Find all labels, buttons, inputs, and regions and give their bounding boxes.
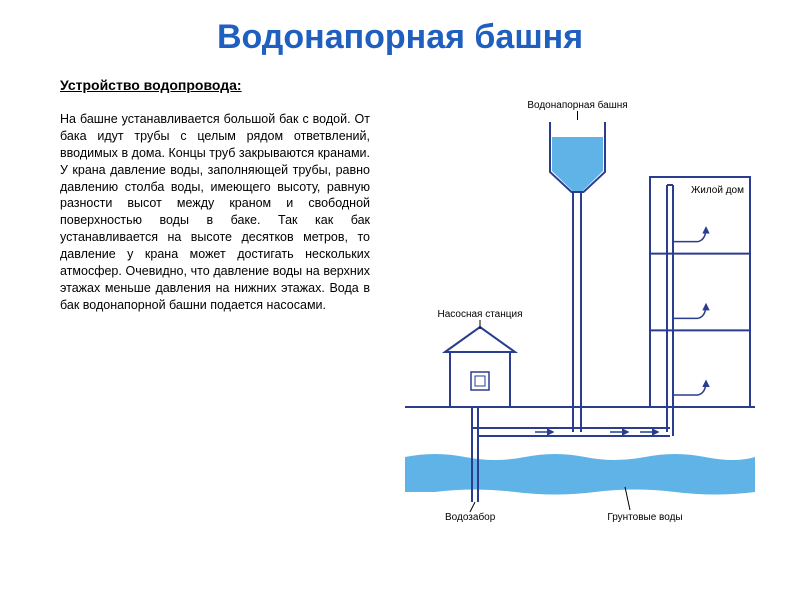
svg-text:Водозабор: Водозабор	[445, 511, 496, 523]
body-text: На башне устанавливается большой бак с в…	[60, 111, 370, 314]
svg-text:Насосная станция: Насосная станция	[437, 309, 522, 320]
svg-text:Водонапорная башня: Водонапорная башня	[527, 99, 627, 111]
text-column: Устройство водопровода: На башне устанав…	[60, 77, 370, 537]
water-tower-diagram: Водонапорная башня Жилой дом Насосная стан…	[395, 77, 765, 537]
subtitle: Устройство водопровода:	[60, 77, 370, 93]
page-title: Водонапорная башня	[0, 0, 800, 57]
svg-text:Жилой дом: Жилой дом	[691, 185, 744, 196]
content-row: Устройство водопровода: На башне устанав…	[0, 57, 800, 537]
diagram-column: Водонапорная башня Жилой дом Насосная стан…	[395, 77, 770, 537]
svg-text:Грунтовые воды: Грунтовые воды	[607, 512, 682, 523]
